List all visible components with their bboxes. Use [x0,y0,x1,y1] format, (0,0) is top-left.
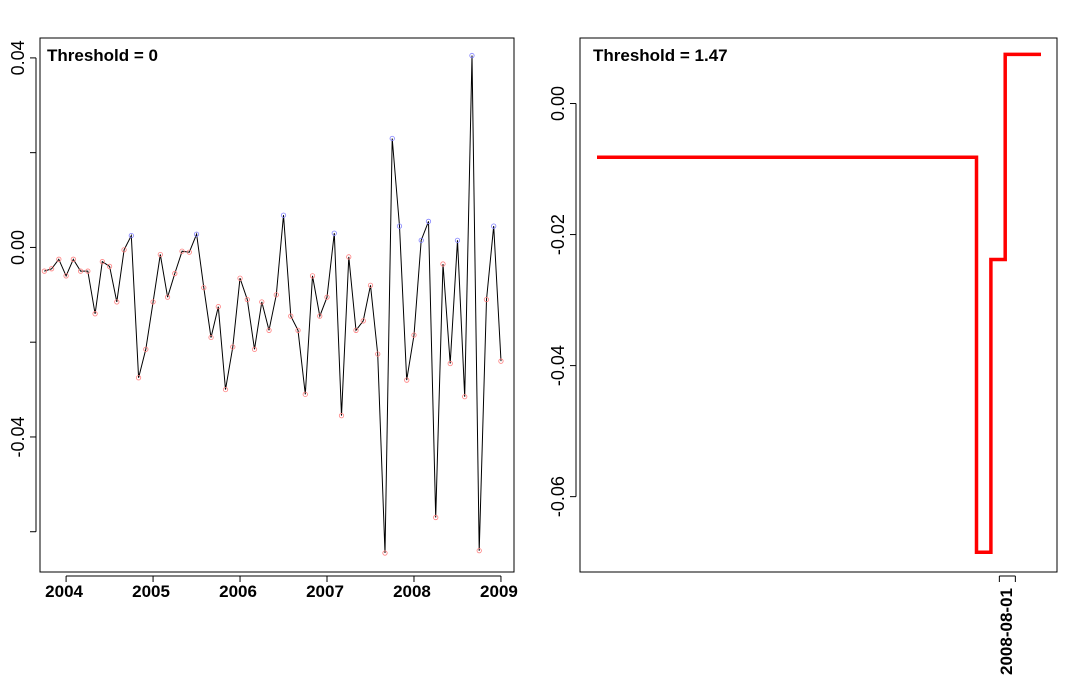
left-data-point [106,263,113,269]
left-threshold-annotation: Threshold = 0 [47,46,158,65]
left-data-point [440,261,446,267]
left-data-point [48,266,55,272]
left-data-point [172,270,178,277]
left-data-point [259,299,265,305]
left-data-point [164,294,171,300]
left-data-point [476,548,482,554]
right-y-tick-label: -0.06 [548,476,568,517]
left-data-point [331,230,337,236]
left-data-point [70,256,76,262]
left-x-tick-label: 2005 [132,582,170,601]
left-x-tick-label: 2006 [219,582,257,601]
right-y-axis: -0.06 -0.04 -0.02 0.00 [548,86,577,517]
left-data-point [367,282,374,288]
left-data-point [404,377,410,383]
left-x-tick-label: 2007 [306,582,344,601]
left-y-tick-label: 0.04 [8,40,28,75]
left-data-point [114,299,120,305]
left-data-point [317,313,323,319]
right-y-tick-label: -0.04 [548,345,568,386]
left-data-point [186,249,192,255]
left-data-point [425,218,432,224]
right-plot-frame [579,37,1058,573]
left-data-point [77,268,84,274]
left-data-point [266,327,272,333]
left-y-axis: -0.04 0.00 0.04 [8,40,37,533]
left-data-point [92,311,98,317]
left-data-point [128,232,134,239]
left-y-tick-label: -0.04 [8,416,28,457]
left-data-point [215,304,221,310]
left-data-point [469,52,475,59]
left-series-line [44,55,502,554]
left-data-point [150,299,156,305]
right-y-tick-label: -0.02 [548,214,568,255]
left-panel: Threshold = 0 -0.04 0.00 0.04 2004 2005 2006… [8,37,518,601]
right-panel: Threshold = 1.47 -0.06 -0.04 -0.02 0.00 200… [548,37,1058,675]
left-data-point [56,256,62,262]
left-data-point [121,247,127,253]
left-data-point [433,514,439,521]
left-data-point [462,394,468,400]
left-data-point [63,273,69,279]
left-data-point [41,268,47,274]
right-series-line [597,52,1041,555]
left-plot-frame [39,37,515,573]
left-x-tick-label: 2004 [45,582,83,601]
left-data-point [273,292,279,298]
left-data-point [99,259,105,265]
right-series [597,52,1041,555]
left-data-point [491,223,497,229]
right-x-axis: 2008-08-01 [997,575,1016,675]
left-data-point [418,237,424,243]
left-data-point [222,386,229,393]
left-data-point [360,318,366,324]
left-data-point [411,332,417,338]
left-data-point [447,360,453,367]
left-data-point [201,285,207,291]
left-data-point [85,268,91,274]
left-data-point [251,346,258,352]
left-data-point [396,223,403,229]
left-data-point [375,351,381,357]
left-data-point [193,231,200,237]
right-x-tick-label: 2008-08-01 [997,588,1016,675]
left-data-point [135,375,142,381]
left-data-point [353,327,359,333]
left-data-point [244,296,250,303]
right-threshold-annotation: Threshold = 1.47 [593,46,728,65]
left-data-point [346,254,352,260]
left-data-point [295,327,301,333]
left-data-point [237,275,243,281]
left-y-tick-label: 0.00 [8,230,28,265]
right-y-tick-label: 0.00 [548,86,568,121]
left-data-point [498,358,504,364]
left-data-point [309,273,316,279]
left-data-point [302,391,308,397]
left-data-point [143,346,149,352]
left-data-point [382,550,388,556]
left-x-tick-label: 2009 [480,582,518,601]
left-data-point [454,237,461,243]
left-data-point [338,413,345,419]
left-data-point [280,212,287,218]
left-data-point [179,248,185,254]
left-x-axis: 2004 2005 2006 2007 2008 2009 [45,575,518,601]
left-data-point [157,251,163,258]
left-series [41,52,504,556]
left-data-point [208,334,214,341]
left-data-point [483,296,490,303]
left-x-tick-label: 2008 [393,582,431,601]
left-data-point [230,344,236,350]
left-data-point [389,135,395,142]
left-data-point [288,313,294,319]
left-data-point [324,294,330,300]
